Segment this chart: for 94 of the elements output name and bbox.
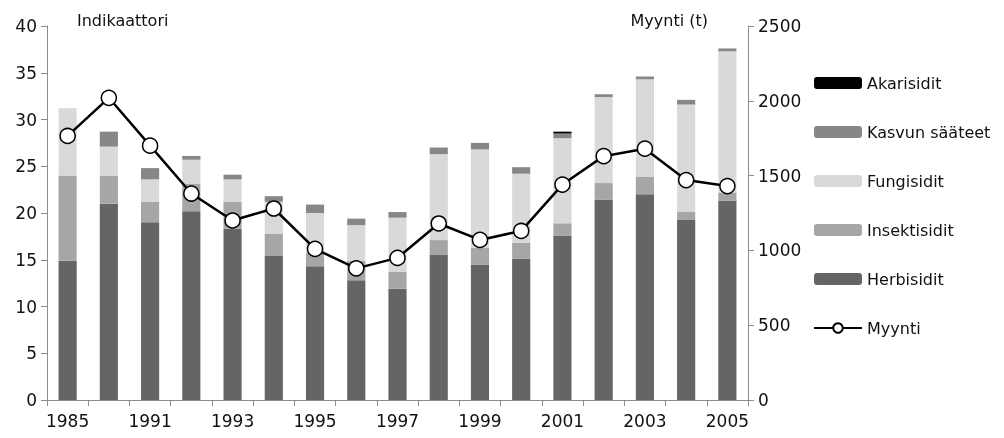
bar — [594, 183, 613, 200]
x-tick-label: 2001 — [540, 410, 585, 431]
point — [348, 260, 365, 277]
legend-label: Kasvun sääteet — [867, 122, 991, 142]
bar — [470, 264, 490, 400]
bar — [388, 212, 407, 218]
bar — [347, 280, 366, 400]
bar — [141, 168, 160, 180]
bar — [718, 192, 737, 201]
bar — [635, 76, 654, 80]
x-tick-label: 1991 — [128, 410, 172, 431]
bar — [99, 203, 118, 400]
bar — [553, 223, 572, 236]
y-axis-title: Indikaattori — [77, 10, 169, 30]
bar — [182, 159, 201, 185]
point — [100, 89, 118, 107]
y2-tick-label: 500 — [758, 315, 791, 336]
bar — [182, 155, 201, 160]
bar — [99, 131, 118, 147]
bar — [677, 212, 696, 220]
y-tick-label: 35 — [15, 62, 37, 83]
bar — [182, 211, 201, 400]
bar — [264, 256, 283, 400]
bar — [677, 219, 696, 400]
bar — [141, 222, 160, 400]
point — [430, 215, 447, 232]
y-tick-label: 40 — [15, 16, 37, 36]
point — [719, 177, 736, 195]
point — [554, 176, 571, 193]
y-tick-label: 25 — [15, 156, 37, 177]
bar — [429, 147, 448, 155]
point — [636, 140, 654, 157]
x-tick-label: 1997 — [375, 410, 420, 431]
bar — [429, 240, 448, 256]
bar — [635, 176, 654, 195]
bar — [58, 260, 77, 400]
y2-tick-label: 1000 — [758, 240, 802, 261]
bar — [635, 194, 654, 400]
point — [595, 147, 612, 165]
y2-tick-label: 2500 — [758, 16, 802, 36]
bar — [347, 225, 366, 261]
y-tick-label: 0 — [26, 390, 37, 410]
bar — [99, 146, 118, 176]
bar — [677, 99, 696, 105]
y-tick-label: 15 — [15, 249, 37, 270]
bar — [305, 204, 325, 213]
y-tick-label: 30 — [15, 109, 37, 130]
bar — [141, 201, 160, 223]
x-tick-label: 2005 — [705, 410, 750, 431]
point — [471, 231, 489, 249]
bar — [594, 94, 613, 98]
y-tick-label: 10 — [15, 296, 37, 317]
point — [389, 249, 406, 267]
legend-label: Myynti — [867, 318, 921, 338]
bar — [388, 288, 407, 400]
bar — [470, 247, 490, 265]
legend-label: Herbisidit — [867, 269, 944, 289]
legend-label: Akarisidit — [867, 73, 942, 93]
y2-axis-title: Myynti (t) — [630, 10, 708, 30]
bar — [429, 255, 448, 400]
legend-label: Fungisidit — [867, 171, 944, 191]
bar — [553, 235, 572, 400]
bar — [58, 175, 77, 261]
bar — [388, 271, 407, 289]
x-tick-label: 1985 — [45, 410, 90, 431]
bar — [264, 233, 283, 257]
point — [141, 137, 159, 154]
x-tick-label: 2003 — [623, 410, 667, 431]
bar — [718, 51, 737, 193]
y-tick-label: 5 — [26, 343, 37, 364]
bar — [99, 175, 118, 204]
point — [306, 240, 324, 258]
x-tick-label: 1999 — [458, 410, 502, 431]
bar — [305, 266, 325, 400]
bar — [223, 179, 242, 202]
y2-tick-label: 0 — [758, 390, 769, 410]
bar — [512, 258, 531, 400]
x-tick-label: 1995 — [293, 410, 337, 431]
bar — [718, 48, 737, 52]
bar — [718, 200, 737, 400]
bar — [594, 199, 613, 400]
point — [512, 222, 530, 240]
x-tick-label: 1993 — [210, 410, 255, 431]
bar — [470, 142, 490, 150]
y2-tick-label: 2000 — [758, 90, 802, 111]
bar — [141, 179, 160, 202]
y-tick-label: 20 — [15, 203, 37, 223]
legend-label: Insektisidit — [867, 220, 954, 240]
bar — [347, 218, 366, 226]
bar — [223, 228, 242, 400]
y2-tick-label: 1500 — [758, 165, 802, 186]
bar — [512, 167, 531, 174]
bar — [512, 242, 531, 259]
point — [677, 171, 695, 189]
